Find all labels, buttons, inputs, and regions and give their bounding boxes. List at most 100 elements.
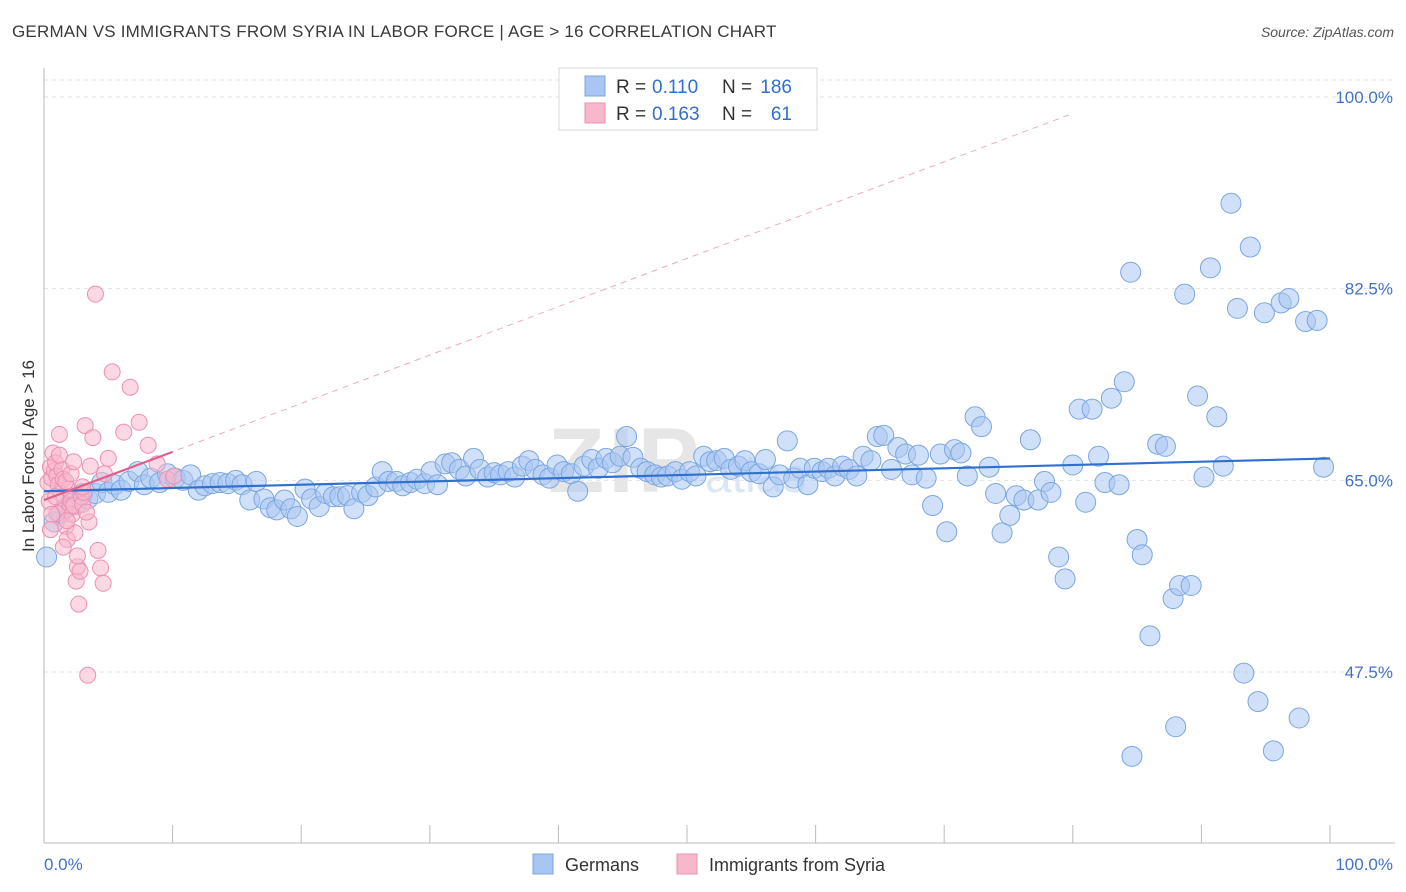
point-germans-36 [286,505,308,527]
bottom-legend-swatch-germans [532,853,554,875]
point-germans-155 [1113,371,1135,393]
axes [43,68,1395,844]
point-germans-169 [1206,406,1228,428]
point-germans-172 [1226,297,1248,319]
point-germans-185 [1121,745,1143,767]
legend-swatch-germans [584,75,606,97]
point-germans-76 [567,480,589,502]
point-syria-23 [70,595,88,613]
point-syria-53 [68,547,86,565]
x-tick-label-right: 100.0% [1335,855,1393,874]
point-germans-0 [36,546,58,568]
point-syria-39 [121,378,139,396]
point-germans-141 [1019,429,1041,451]
point-germans-146 [1054,568,1076,590]
point-germans-170 [1212,455,1234,477]
legend-n-value-syria: 61 [771,104,792,125]
point-syria-40 [130,413,148,431]
point-germans-153 [1100,387,1122,409]
point-syria-31 [84,429,102,447]
point-germans-144 [1040,481,1062,503]
point-syria-51 [54,538,72,556]
point-germans-183 [1313,456,1335,478]
chart-title: GERMAN VS IMMIGRANTS FROM SYRIA IN LABOR… [12,22,777,41]
point-syria-44 [165,467,183,485]
point-germans-126 [915,467,937,489]
point-germans-30 [245,470,267,492]
y-tick-labels: 100.0% 82.5% 65.0% 47.5% [1335,88,1393,682]
point-syria-29 [79,666,97,684]
point-syria-55 [81,457,99,475]
point-germans-83 [616,426,638,448]
point-germans-179 [1278,288,1300,310]
point-germans-137 [991,522,1013,544]
legend-n-value-germans: 186 [760,77,792,98]
point-germans-132 [956,465,978,487]
point-germans-161 [1154,435,1176,457]
point-germans-166 [1187,385,1209,407]
points-syria [39,285,183,684]
point-syria-33 [89,541,107,559]
point-germans-103 [754,449,776,471]
point-syria-50 [77,503,95,521]
point-germans-182 [1306,309,1328,331]
point-germans-125 [907,444,929,466]
point-syria-32 [86,285,104,303]
point-germans-165 [1180,574,1202,596]
point-syria-34 [92,559,110,577]
trend-line-germans [43,457,1331,493]
point-syria-35 [94,574,112,592]
point-germans-177 [1262,740,1284,762]
point-germans-154 [1108,474,1130,496]
point-germans-131 [950,442,972,464]
point-syria-28 [76,417,94,435]
legend-n-label-germans: N = [722,77,752,98]
legend-r-label-germans: R = [616,77,646,98]
point-syria-57 [65,453,83,471]
point-syria-49 [43,505,61,523]
trend-extension-syria [43,112,1073,501]
point-syria-38 [115,423,133,441]
point-germans-149 [1075,491,1097,513]
point-germans-118 [860,450,882,472]
y-axis-label: In Labor Force | Age > 16 [19,360,38,552]
point-germans-129 [936,521,958,543]
point-germans-167 [1193,466,1215,488]
bottom-legend-label-germans: Germans [565,855,639,875]
point-syria-8 [50,425,68,443]
legend-swatch-syria [584,102,606,124]
point-germans-134 [970,416,992,438]
point-germans-120 [873,424,895,446]
bottom-legend: Germans Immigrants from Syria [532,853,886,875]
points-germans [36,192,1335,767]
y-tick-label-1: 82.5% [1345,280,1393,299]
legend-r-value-germans: 0.110 [652,77,698,98]
source-label: Source: ZipAtlas.com [1260,24,1394,40]
y-tick-label-0: 100.0% [1335,88,1393,107]
legend-n-label-syria: N = [722,104,752,125]
y-tick-label-3: 47.5% [1345,663,1393,682]
point-germans-184 [1165,716,1187,738]
point-germans-127 [922,495,944,517]
point-germans-116 [846,465,868,487]
point-germans-176 [1253,302,1275,324]
trend-extension [43,112,1073,501]
point-germans-56 [427,474,449,496]
point-germans-174 [1239,236,1261,258]
point-germans-168 [1199,257,1221,279]
point-germans-180 [1288,707,1310,729]
point-germans-156 [1120,261,1142,283]
point-syria-59 [58,512,76,530]
legend-r-value-syria: 0.163 [652,104,700,125]
point-syria-20 [66,524,84,542]
point-germans-175 [1247,691,1269,713]
trend-lines [43,450,1331,502]
point-syria-56 [41,521,59,539]
trend-line-syria [43,450,173,502]
bottom-legend-swatch-syria [676,853,698,875]
point-germans-164 [1174,283,1196,305]
point-syria-54 [50,446,68,464]
point-germans-138 [999,504,1021,526]
point-syria-37 [103,363,121,381]
